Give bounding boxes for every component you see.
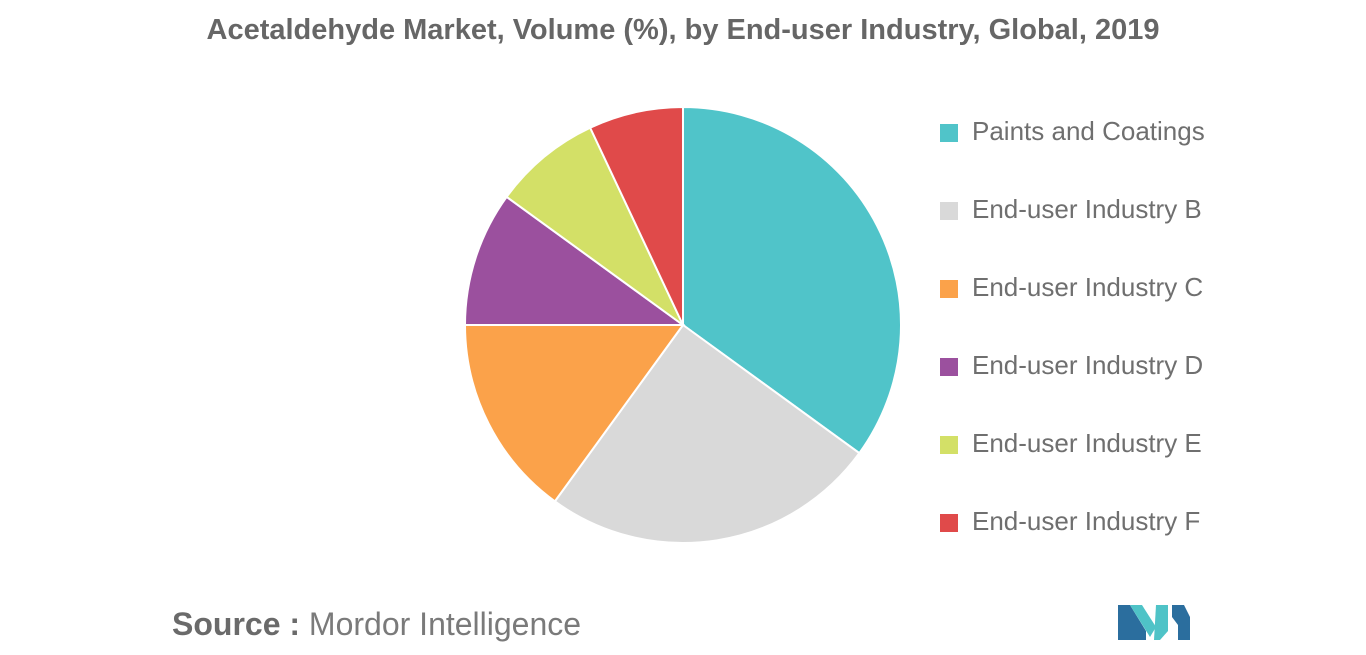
source-text: Mordor Intelligence bbox=[308, 606, 582, 642]
pie-slice-2 bbox=[553, 323, 861, 544]
legend-item-5: End-user Industry E bbox=[940, 422, 1260, 462]
legend-swatch bbox=[940, 202, 958, 220]
pie-slice-5 bbox=[505, 126, 684, 326]
legend-label: End-user Industry C bbox=[972, 272, 1204, 302]
mordor-intelligence-logo-icon bbox=[1118, 605, 1190, 640]
legend-swatch bbox=[940, 124, 958, 142]
legend-label: Paints and Coatings bbox=[972, 116, 1205, 146]
logo-left-leg bbox=[1118, 605, 1146, 640]
legend-swatch bbox=[940, 280, 958, 298]
pie-slices bbox=[463, 105, 902, 544]
legend-item-4: End-user Industry D bbox=[940, 344, 1260, 384]
logo-right-accent bbox=[1154, 605, 1168, 640]
pie-slice-6 bbox=[588, 105, 684, 326]
logo-right-leg bbox=[1172, 605, 1190, 640]
logo-left-accent bbox=[1130, 605, 1156, 637]
source-note: Source : Mordor Intelligence bbox=[172, 606, 581, 643]
pie-slice-1 bbox=[682, 105, 902, 455]
legend-label: End-user Industry F bbox=[972, 506, 1201, 536]
pie-slice-4 bbox=[463, 195, 687, 326]
legend-swatch bbox=[940, 358, 958, 376]
legend-item-1: Paints and Coatings bbox=[940, 110, 1260, 150]
source-prefix: Source : bbox=[172, 606, 301, 642]
legend-label: End-user Industry E bbox=[972, 428, 1202, 458]
legend-item-2: End-user Industry B bbox=[940, 188, 1260, 228]
legend-swatch bbox=[940, 514, 958, 532]
pie-slice-3 bbox=[463, 324, 685, 503]
chart-title: Acetaldehyde Market, Volume (%), by End-… bbox=[206, 14, 1160, 46]
legend-label: End-user Industry D bbox=[972, 350, 1204, 380]
legend-item-6: End-user Industry F bbox=[940, 500, 1260, 540]
legend-swatch bbox=[940, 436, 958, 454]
legend-label: End-user Industry B bbox=[972, 194, 1202, 224]
legend-item-3: End-user Industry C bbox=[940, 266, 1260, 306]
